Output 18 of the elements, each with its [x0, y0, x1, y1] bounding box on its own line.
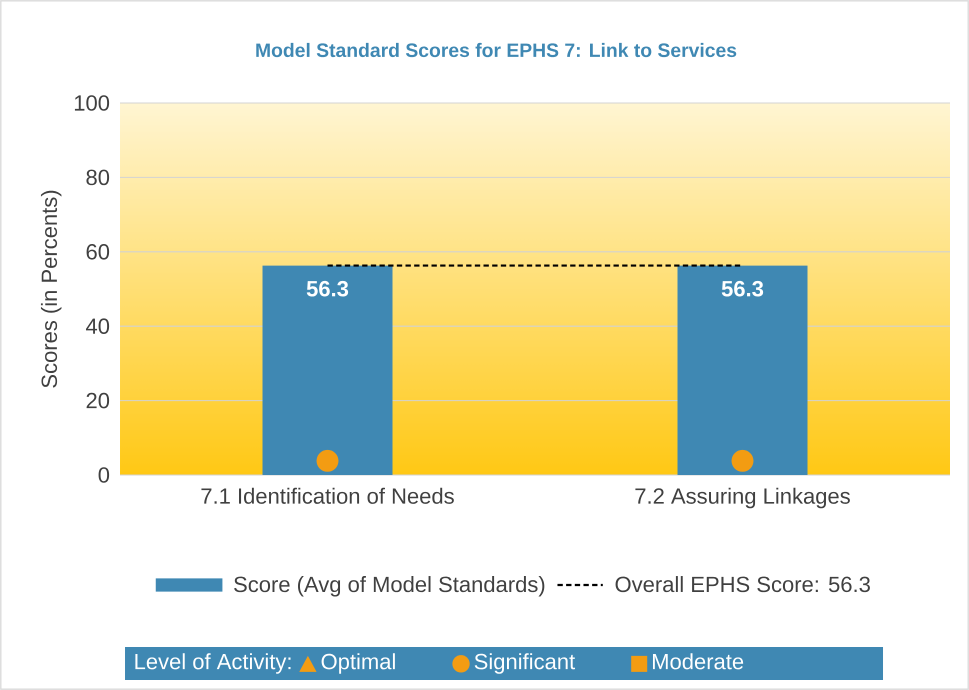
y-tick-label: 60 — [86, 244, 110, 260]
legend-label: Score (Avg of Model Standards) — [234, 576, 544, 597]
x-tick-label: 7.1 Identification of Needs — [201, 488, 454, 504]
y-tick-label: 100 — [74, 95, 110, 111]
y-axis-title: Scores (in Percents) — [40, 190, 62, 388]
y-tick-label: 20 — [86, 392, 110, 408]
y-tick-label: 80 — [86, 170, 110, 186]
legend-label: Optimal — [322, 653, 395, 674]
legend-label: Significant — [474, 653, 576, 674]
chart-title: Model Standard Scores for EPHS 7: Link to Services — [256, 42, 736, 58]
legend-label: Overall EPHS Score: 56.3 — [616, 576, 870, 592]
legend-title: Level of Activity: — [135, 653, 291, 674]
legend-label: Moderate — [652, 653, 744, 670]
y-tick-label: 40 — [86, 318, 110, 334]
data-label: 56.3 — [722, 280, 764, 297]
data-label: 56.3 — [306, 280, 348, 297]
y-tick-label: 0 — [98, 467, 110, 483]
x-tick-label: 7.2 Assuring Linkages — [635, 488, 850, 508]
